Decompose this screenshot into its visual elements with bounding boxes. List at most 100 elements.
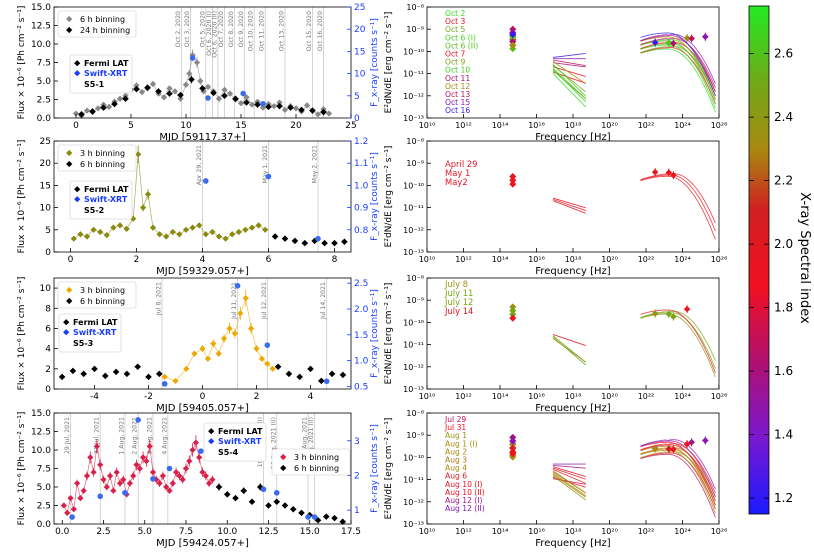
- annotation-label: Oct 5, 2020: [199, 11, 206, 47]
- x-tick-label: 10²⁴: [674, 392, 691, 401]
- xray-model-line: [552, 335, 587, 363]
- x-tick-label: 10²²: [638, 527, 655, 536]
- legend-label: 24 h binning: [80, 26, 130, 35]
- data-point-3-h-binning: [255, 222, 262, 229]
- x-axis-label: MJD [59117.37+]: [159, 132, 245, 143]
- y-tick-label: 0.0: [37, 114, 52, 124]
- legend-label: 6 h binning: [80, 160, 125, 169]
- data-point-3-h-binning: [220, 335, 228, 342]
- data-point-6-h-binning: [270, 103, 278, 110]
- y-tick-label: 8: [45, 304, 51, 314]
- data-point-optical-uv: [509, 314, 517, 322]
- data-point-3-h-binning: [159, 472, 167, 480]
- x-tick-label: 10²²: [638, 392, 655, 401]
- data-point-6-h-binning: [58, 373, 66, 381]
- data-point-6-h-binning: [204, 83, 212, 91]
- annotation-label: Oct 11, 2020: [259, 11, 266, 51]
- data-point-6-h-binning: [240, 487, 248, 494]
- y2-tick-label: 0.8: [354, 226, 369, 236]
- data-point-3-h-binning: [247, 325, 255, 332]
- colorbar-tick-label: 2.6: [774, 47, 793, 61]
- y-axis-label: E²dN/dE [erg cm⁻² s⁻¹]: [384, 146, 394, 248]
- data-point-6-h-binning: [215, 483, 223, 491]
- y2-tick-label: 1.1: [354, 159, 368, 169]
- data-point-24-h-binning: [188, 76, 195, 83]
- y-axis-label: Flux × 10⁻⁶ [Ph cm⁻² s⁻¹]: [17, 412, 27, 526]
- legend-label: 3 h binning: [80, 149, 125, 158]
- data-point-6-h-binning: [166, 85, 173, 92]
- y2-axis-label: F_x-ray [counts s⁻¹]: [370, 289, 380, 378]
- y-axis-label: E²dN/dE [erg cm⁻² s⁻¹]: [384, 12, 394, 114]
- data-point-6-h-binning: [322, 513, 330, 520]
- data-point-3-h-binning: [169, 480, 176, 487]
- data-point-3-h-binning: [87, 454, 94, 461]
- y-tick-label: 10.0: [31, 446, 51, 456]
- data-point-24-h-binning: [78, 111, 85, 118]
- sed-panel-3: 10¹⁰ 10¹² 10¹⁴ 10¹⁶ 10¹⁸ 10²⁰ 10²² 10²⁴ 10²⁶ 10⁻¹…: [384, 274, 727, 414]
- data-point-swift-xrt: [234, 282, 241, 289]
- colorbar-tick-label: 2.0: [774, 237, 793, 251]
- plot-frame: [426, 140, 720, 253]
- colorbar-tick-label: 2.2: [774, 174, 793, 188]
- data-point-3-h-binning: [113, 469, 120, 476]
- data-point-swift-xrt: [203, 178, 209, 184]
- data-point-24-h-binning: [89, 108, 96, 115]
- x-tick-label: 10¹⁰: [419, 392, 436, 401]
- data-point-6-h-binning: [197, 77, 204, 85]
- x-axis-label: Frequency [Hz]: [535, 403, 611, 414]
- data-point-6-h-binning: [281, 106, 289, 113]
- gamma-model-curve: [640, 312, 716, 369]
- data-point-6-h-binning: [145, 373, 152, 381]
- xray-model-line: [552, 69, 587, 102]
- y2-tick-label: 1.5: [354, 331, 368, 341]
- x-tick-label: 10.0: [217, 527, 237, 537]
- legend-label: 6 h binning: [80, 15, 125, 24]
- gamma-model-curve: [640, 32, 716, 97]
- data-point-6-h-binning: [307, 365, 314, 373]
- legend-marker: [66, 149, 73, 157]
- data-point-3-h-binning: [80, 487, 87, 494]
- legend-binning: 3 h binning 6 h binning: [57, 144, 137, 172]
- y-tick-label: 10⁻⁹: [406, 159, 424, 168]
- y-tick-label: 15.0: [31, 3, 51, 13]
- data-point-6-h-binning: [301, 239, 309, 247]
- annotation-label: Apr 29, 2021: [196, 145, 203, 185]
- legend-box: [69, 180, 133, 220]
- data-point-3-h-binning: [83, 472, 91, 480]
- annotation-label: Oct 13, 2020: [279, 11, 286, 51]
- y-tick-label: 10⁻⁸: [406, 137, 424, 146]
- x-tick-label: 8: [332, 255, 338, 265]
- data-point-gamma: [665, 445, 673, 453]
- data-point-6-h-binning: [171, 88, 179, 95]
- annotation-label: 2 Aug, 2021: [132, 417, 139, 455]
- sed-panel-1: 10¹⁰ 10¹² 10¹⁴ 10¹⁶ 10¹⁸ 10²⁰ 10²² 10²⁴ 10²⁶ 10⁻¹…: [384, 3, 727, 143]
- y-tick-label: 10⁻¹³: [403, 114, 424, 123]
- legend-binning: 6 h binning 24 h binning: [57, 10, 137, 38]
- data-point-3-h-binning: [90, 469, 97, 476]
- legend-label: 6 h binning: [294, 464, 339, 473]
- data-point-6-h-binning: [318, 377, 325, 385]
- legend-marker: [280, 464, 287, 472]
- legend-entry: Oct 5: [445, 25, 466, 34]
- gamma-model-curve: [640, 175, 716, 240]
- y-tick-label: 0.0: [37, 520, 52, 530]
- xray-model-line: [552, 67, 587, 100]
- x-axis-label: Frequency [Hz]: [535, 538, 611, 549]
- data-point-optical-uv: [509, 303, 517, 311]
- x-tick-label: 10¹⁶: [528, 121, 545, 130]
- x-tick-label: 2.5: [96, 527, 110, 537]
- gamma-model-curve: [640, 309, 716, 374]
- y2-tick-label: 0.9: [354, 204, 369, 214]
- data-point-swift-xrt: [264, 342, 271, 348]
- data-point-6-h-binning: [291, 237, 299, 245]
- x-tick-label: 25: [345, 121, 356, 131]
- data-point-24-h-binning: [309, 107, 316, 114]
- x-axis-label: Frequency [Hz]: [535, 132, 611, 143]
- data-point-3-h-binning: [264, 360, 271, 367]
- x-tick-label: 10²⁶: [711, 121, 728, 130]
- y-tick-label: 7.5: [37, 59, 51, 69]
- gamma-model-curve: [640, 33, 716, 84]
- y-axis-label: Flux × 10⁻⁶ [Ph cm⁻² s⁻¹]: [17, 140, 27, 254]
- data-point-3-h-binning: [262, 226, 269, 233]
